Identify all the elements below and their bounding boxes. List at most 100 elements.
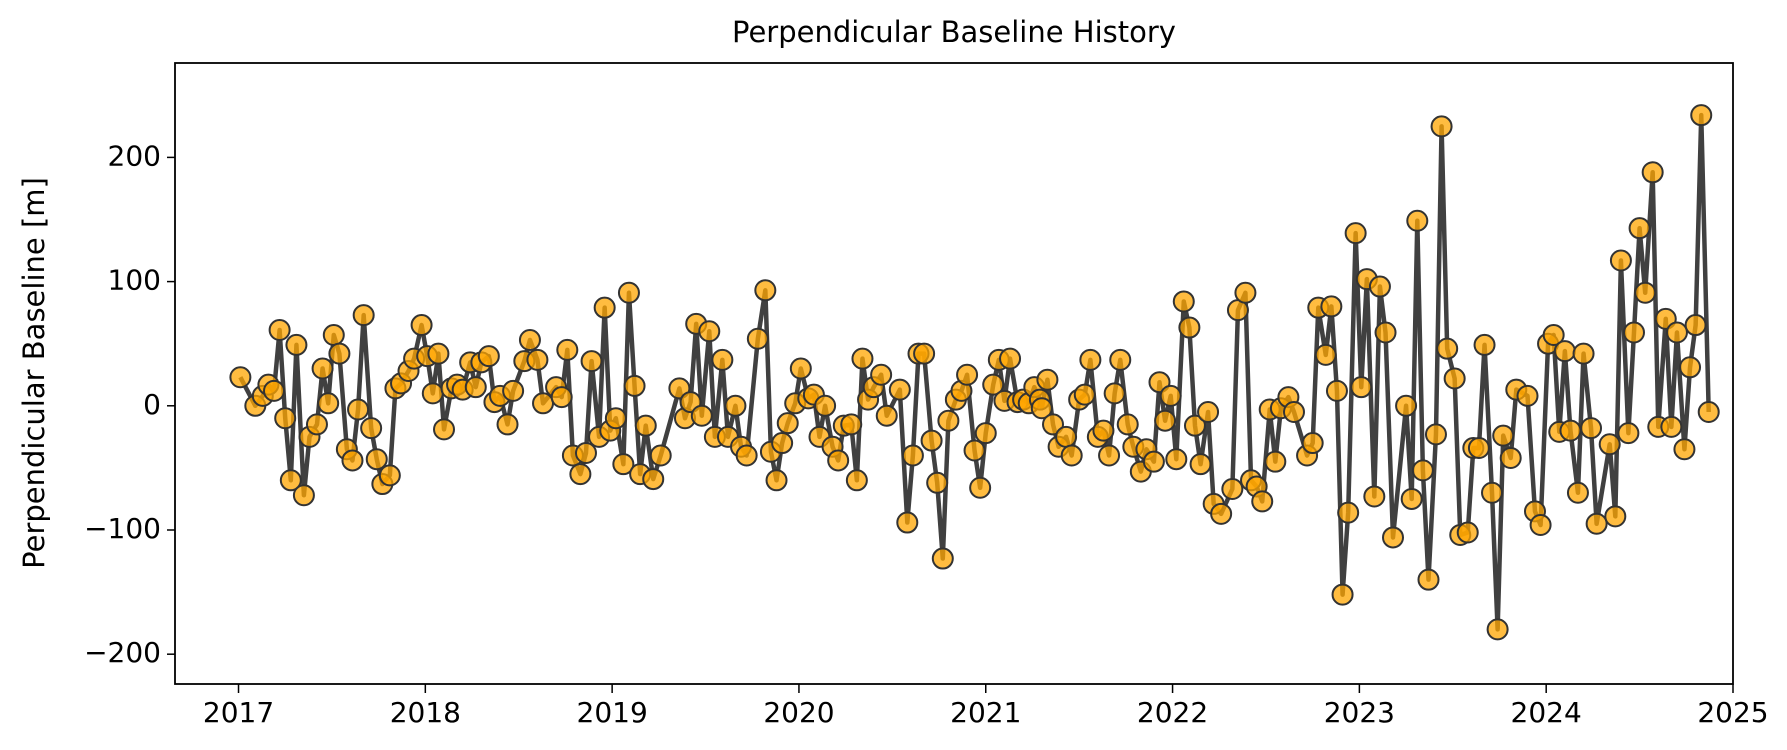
data-point xyxy=(526,348,549,371)
data-point xyxy=(1456,521,1479,544)
data-point xyxy=(617,281,640,304)
data-point xyxy=(1251,490,1274,513)
data-point xyxy=(464,376,487,399)
x-tick-label: 2021 xyxy=(950,696,1021,729)
data-point xyxy=(1320,295,1343,318)
data-point xyxy=(735,444,758,467)
data-point xyxy=(963,439,986,462)
data-point xyxy=(360,417,383,440)
data-point xyxy=(347,398,370,421)
y-tick-label: 100 xyxy=(108,264,161,297)
data-point xyxy=(698,320,721,343)
data-point xyxy=(1679,356,1702,379)
data-point xyxy=(421,382,444,405)
data-point xyxy=(1486,618,1509,641)
data-point xyxy=(317,392,340,415)
data-point xyxy=(1641,161,1664,184)
data-point xyxy=(569,463,592,486)
data-point xyxy=(556,338,579,361)
data-point xyxy=(285,333,308,356)
data-point xyxy=(642,468,665,491)
data-point xyxy=(913,342,936,365)
data-point xyxy=(477,345,500,368)
data-point xyxy=(789,357,812,380)
x-tick-label: 2018 xyxy=(390,696,461,729)
data-point xyxy=(840,413,863,436)
data-point xyxy=(593,296,616,319)
data-point xyxy=(1559,419,1582,442)
data-point xyxy=(1673,438,1696,461)
x-tick-label: 2019 xyxy=(577,696,648,729)
y-tick-label: 200 xyxy=(108,139,161,172)
data-point xyxy=(279,469,302,492)
data-point xyxy=(1331,583,1354,606)
data-point xyxy=(690,404,713,427)
data-point xyxy=(931,547,954,570)
data-point xyxy=(776,412,799,435)
data-point xyxy=(1178,316,1201,339)
data-point xyxy=(1628,217,1651,240)
data-point xyxy=(427,342,450,365)
data-point xyxy=(1553,340,1576,363)
data-point xyxy=(1617,422,1640,445)
data-point xyxy=(1400,487,1423,510)
data-point xyxy=(1368,275,1391,298)
data-point xyxy=(502,379,525,402)
data-point xyxy=(870,363,893,386)
data-point xyxy=(969,476,992,499)
data-point xyxy=(1499,446,1522,469)
data-point xyxy=(814,394,837,417)
data-point xyxy=(1406,209,1429,232)
data-point xyxy=(1481,481,1504,504)
data-point xyxy=(1542,323,1565,346)
data-point xyxy=(574,441,597,464)
data-point xyxy=(1374,321,1397,344)
x-tick-label: 2024 xyxy=(1511,696,1582,729)
data-point xyxy=(1098,444,1121,467)
data-point xyxy=(1580,417,1603,440)
data-point xyxy=(1622,321,1645,344)
data-point xyxy=(982,373,1005,396)
data-point xyxy=(1697,401,1720,424)
data-point xyxy=(634,414,657,437)
x-tick-label: 2020 xyxy=(763,696,834,729)
data-point xyxy=(1436,337,1459,360)
data-point xyxy=(328,342,351,365)
data-point xyxy=(851,347,874,370)
data-point xyxy=(292,484,315,507)
data-point xyxy=(956,363,979,386)
data-point xyxy=(974,422,997,445)
data-point xyxy=(711,348,734,371)
data-point xyxy=(1172,290,1195,313)
data-point xyxy=(322,323,345,346)
data-point xyxy=(875,404,898,427)
data-point xyxy=(1103,382,1126,405)
data-point xyxy=(612,453,635,476)
data-point xyxy=(1109,348,1132,371)
data-point xyxy=(623,374,646,397)
data-point xyxy=(1411,459,1434,482)
data-point xyxy=(937,409,960,432)
data-point xyxy=(1598,433,1621,456)
data-point xyxy=(1030,397,1053,420)
data-point xyxy=(1036,368,1059,391)
data-point xyxy=(1142,450,1165,473)
data-point xyxy=(1665,321,1688,344)
data-point xyxy=(901,444,924,467)
data-point xyxy=(827,449,850,472)
data-point xyxy=(229,366,252,389)
data-point xyxy=(1443,367,1466,390)
data-point xyxy=(1684,314,1707,337)
data-point xyxy=(896,511,919,534)
data-point xyxy=(1060,444,1083,467)
data-point xyxy=(1344,222,1367,245)
data-point xyxy=(1660,415,1683,438)
data-point xyxy=(1116,413,1139,436)
data-point xyxy=(754,279,777,302)
data-point xyxy=(263,379,286,402)
y-tick-label: 0 xyxy=(143,388,161,421)
data-point xyxy=(311,357,334,380)
data-point xyxy=(518,328,541,351)
data-point xyxy=(352,304,375,327)
